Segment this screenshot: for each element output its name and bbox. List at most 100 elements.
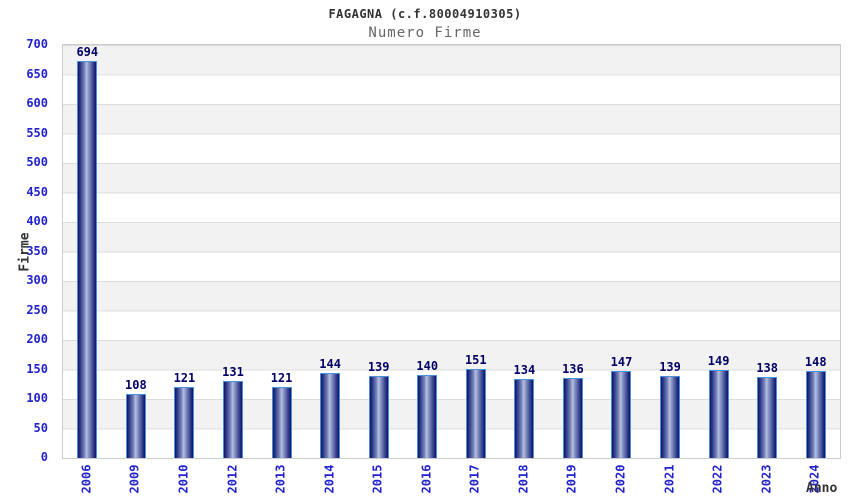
bar-value-label: 694 [76, 45, 99, 59]
x-axis: 2006 2009 2010 2012 2013 2014 2015 2016 2017 2018… [62, 459, 839, 499]
x-tick-slot: 2019 [548, 459, 597, 499]
x-tick-label: 2014 [322, 464, 337, 494]
bar-value-label: 121 [270, 370, 293, 385]
bar-slot-2014: 144 [306, 45, 355, 458]
bar [417, 375, 438, 458]
x-tick-label: 2015 [370, 464, 385, 494]
y-axis-tick-label: 0 [40, 450, 48, 464]
bar [174, 386, 195, 458]
bar-value-label: 121 [173, 370, 196, 385]
x-tick-label: 2016 [419, 464, 434, 494]
x-tick-slot: 2012 [208, 459, 257, 499]
bar-slot-2010: 121 [160, 45, 209, 458]
bar-slot-2015: 139 [354, 45, 403, 458]
bar-slot-2020: 147 [597, 45, 646, 458]
y-axis-tick-label: 450 [26, 184, 48, 199]
x-tick-label: 2013 [273, 464, 288, 494]
x-tick-slot: 2020 [596, 459, 645, 499]
bar-slot-2016: 140 [403, 45, 452, 458]
bar-value-label: 138 [756, 360, 778, 375]
y-axis-tick-label: 200 [26, 332, 48, 346]
y-axis-tick-label: 100 [26, 391, 48, 405]
y-axis: 0 50 100 150 200 250 300 350 400 450 500 550 600 650 7… [0, 0, 48, 500]
plot-area: 694 108 121 131 121 144 139 140 151 134 136 147 139 1… [62, 44, 841, 459]
x-tick-slot: 2022 [693, 459, 742, 499]
bar-value-label: 140 [416, 359, 439, 374]
bar-value-label: 134 [513, 362, 536, 377]
x-tick-label: 2023 [759, 464, 774, 494]
x-tick-label: 2020 [613, 464, 628, 494]
x-tick-label: 2022 [710, 464, 725, 494]
y-axis-tick-label: 700 [26, 37, 48, 51]
x-tick-label: 2017 [467, 464, 482, 494]
y-axis-tick-label: 300 [26, 273, 48, 287]
bar-slot-2021: 139 [646, 45, 695, 458]
x-tick-slot: 2014 [305, 459, 354, 499]
x-tick-label: 2019 [564, 464, 579, 494]
bars-container: 694 108 121 131 121 144 139 140 151 134 136 147 139 1… [63, 45, 840, 458]
x-tick-label: 2006 [79, 464, 94, 494]
x-tick-slot: 2010 [159, 459, 208, 499]
y-axis-tick-label: 250 [26, 302, 48, 317]
bar-slot-2022: 149 [694, 45, 743, 458]
y-axis-tick-label: 150 [26, 361, 48, 376]
bar-value-label: 147 [610, 355, 633, 370]
y-axis-tick-label: 50 [33, 420, 48, 435]
bar [514, 378, 535, 458]
bar-value-label: 151 [464, 352, 487, 367]
bar [222, 380, 243, 458]
x-tick-slot: 2016 [402, 459, 451, 499]
x-tick-slot: 2009 [111, 459, 160, 499]
chart-title: FAGAGNA (c.f.80004910305) [328, 7, 522, 21]
chart-subtitle: Numero Firme [368, 25, 482, 41]
bar-value-label: 136 [562, 361, 584, 376]
y-axis-tick-label: 500 [26, 155, 48, 169]
bar-value-label: 144 [319, 357, 341, 371]
x-tick-slot: 2023 [742, 459, 791, 499]
bar [757, 376, 778, 458]
bar [77, 61, 98, 458]
x-axis-title: Anno [806, 481, 838, 496]
x-tick-slot: 2015 [353, 459, 402, 499]
y-axis-tick-label: 350 [26, 243, 48, 258]
y-axis-tick-label: 650 [26, 66, 48, 81]
x-tick-slot: 2013 [256, 459, 305, 499]
bar-slot-2024: 148 [791, 45, 840, 458]
bar-slot-2018: 134 [500, 45, 549, 458]
bar-slot-2023: 138 [743, 45, 792, 458]
x-tick-slot: 2006 [62, 459, 111, 499]
y-axis-title-label: Firme [17, 232, 33, 272]
x-tick-label: 2018 [516, 464, 531, 494]
bar [805, 370, 826, 458]
bar-value-label: 131 [222, 364, 244, 379]
bar-value-label: 139 [659, 360, 681, 374]
bar-value-label: 139 [367, 360, 390, 374]
bar [465, 368, 486, 458]
x-tick-label: 2010 [176, 464, 191, 494]
bar [708, 370, 729, 458]
y-axis-tick-label: 600 [26, 96, 48, 110]
x-tick-slot: 2017 [451, 459, 500, 499]
bar-slot-2006: 694 [63, 45, 112, 458]
bar-slot-2013: 121 [257, 45, 306, 458]
y-axis-tick-label: 400 [26, 214, 48, 228]
x-tick-label: 2021 [662, 464, 677, 494]
bar [611, 371, 632, 458]
x-tick-label: 2012 [224, 464, 239, 494]
bar [562, 377, 583, 458]
x-tick-label: 2009 [127, 464, 142, 494]
bar-slot-2019: 136 [549, 45, 598, 458]
y-axis-tick-label: 550 [26, 125, 48, 140]
bar-slot-2017: 151 [452, 45, 501, 458]
x-tick-slot: 2021 [645, 459, 694, 499]
bar-value-label: 148 [804, 354, 827, 369]
bar-slot-2012: 131 [209, 45, 258, 458]
x-tick-slot: 2018 [499, 459, 548, 499]
bar-value-label: 149 [707, 354, 730, 369]
bar [125, 394, 146, 458]
bar [660, 376, 681, 458]
bar [320, 373, 341, 458]
bar-slot-2009: 108 [112, 45, 161, 458]
bar [271, 386, 292, 458]
